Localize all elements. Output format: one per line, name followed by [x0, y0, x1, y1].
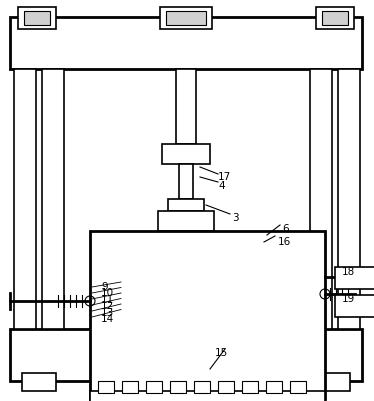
Bar [335, 295, 374, 317]
Bar [162, 145, 210, 164]
Bar [194, 381, 210, 393]
Bar [10, 329, 362, 381]
Bar [179, 164, 193, 200]
Text: 17: 17 [218, 172, 231, 182]
Bar [310, 70, 332, 329]
Bar [316, 373, 350, 391]
Text: 14: 14 [101, 314, 114, 324]
Bar [290, 381, 306, 393]
Text: 12: 12 [101, 301, 114, 311]
Bar [14, 70, 36, 329]
Bar [170, 381, 186, 393]
Bar [158, 211, 214, 231]
Bar [42, 70, 64, 329]
Bar [316, 8, 354, 30]
Bar [176, 70, 196, 145]
Bar [90, 391, 325, 401]
Text: 4: 4 [218, 180, 225, 190]
Bar [266, 381, 282, 393]
Bar [10, 18, 362, 70]
Text: 3: 3 [232, 213, 239, 223]
Bar [168, 200, 204, 211]
Text: 6: 6 [282, 223, 289, 233]
Text: 19: 19 [341, 293, 355, 303]
Bar [335, 267, 374, 289]
Bar [242, 381, 258, 393]
Text: 13: 13 [101, 307, 114, 317]
Bar [18, 8, 56, 30]
Bar [218, 381, 234, 393]
Text: 15: 15 [215, 347, 228, 357]
Bar [122, 381, 138, 393]
Bar [338, 70, 360, 329]
Text: 10: 10 [101, 288, 114, 298]
Bar [24, 12, 50, 26]
Bar [322, 12, 348, 26]
Bar [146, 381, 162, 393]
Text: 16: 16 [278, 237, 291, 246]
Text: 18: 18 [341, 266, 355, 276]
Bar [160, 8, 212, 30]
Text: 9: 9 [101, 281, 108, 291]
Text: 11: 11 [101, 294, 114, 304]
Bar [98, 381, 114, 393]
Bar [90, 231, 325, 399]
Bar [166, 12, 206, 26]
Bar [22, 373, 56, 391]
